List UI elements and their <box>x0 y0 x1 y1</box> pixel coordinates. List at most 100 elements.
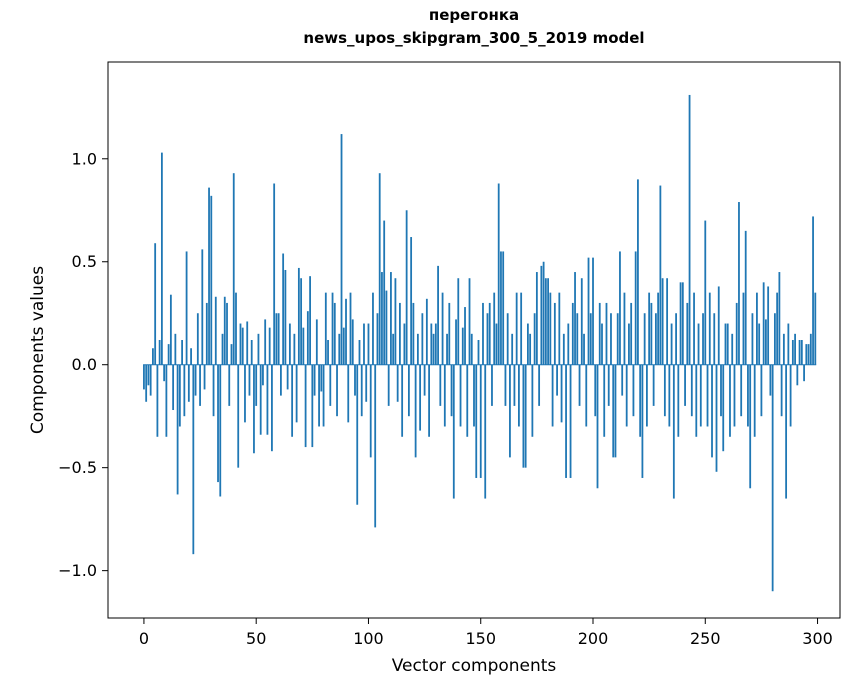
bar <box>452 364 455 499</box>
bar <box>760 364 763 417</box>
bar <box>354 364 356 396</box>
bar <box>309 276 311 365</box>
bar <box>614 364 617 458</box>
bar <box>372 292 374 365</box>
bar <box>812 216 814 365</box>
bar <box>733 364 736 427</box>
bar <box>149 364 152 396</box>
bar <box>387 364 390 406</box>
bar <box>681 282 684 365</box>
bar <box>324 292 327 365</box>
bar <box>327 340 329 365</box>
bar <box>722 364 725 452</box>
x-tick-label: 200 <box>578 629 609 648</box>
bar <box>495 323 498 365</box>
bar <box>446 333 448 365</box>
bar <box>423 364 426 396</box>
bar <box>699 364 702 427</box>
bar <box>223 296 226 365</box>
bar <box>780 364 783 417</box>
bar <box>322 364 325 427</box>
bar <box>583 333 585 365</box>
bar <box>491 364 493 406</box>
bar <box>262 364 264 386</box>
bar <box>165 364 168 437</box>
bar <box>477 340 480 365</box>
bar <box>511 333 514 365</box>
bar <box>282 253 285 365</box>
bar <box>172 364 175 411</box>
bar <box>430 323 433 365</box>
bar <box>405 210 408 365</box>
bar <box>358 340 361 365</box>
bar <box>791 340 794 365</box>
bar <box>749 364 752 489</box>
bar <box>484 364 487 499</box>
bar <box>598 302 601 365</box>
bar <box>630 302 633 365</box>
bar <box>250 340 253 365</box>
bar <box>531 364 534 437</box>
bar <box>789 364 792 427</box>
bar <box>679 282 682 365</box>
bar <box>154 243 157 365</box>
bar <box>199 364 201 406</box>
bar <box>661 278 664 365</box>
bar <box>634 251 637 365</box>
bar <box>738 202 740 365</box>
bar <box>549 292 552 365</box>
bar <box>637 179 639 365</box>
bar <box>183 364 186 417</box>
bar <box>542 261 545 365</box>
bar <box>697 323 700 365</box>
bar <box>342 327 345 365</box>
bar <box>181 340 183 365</box>
bar <box>226 302 228 365</box>
bar <box>556 364 558 396</box>
bar <box>174 333 177 365</box>
bar <box>800 340 803 365</box>
bar <box>657 292 660 365</box>
bar <box>466 364 469 437</box>
bar <box>351 319 354 365</box>
bar <box>576 313 579 365</box>
bar <box>176 364 179 495</box>
bar <box>675 313 677 365</box>
bar <box>266 364 269 435</box>
bar <box>212 364 215 417</box>
bar <box>688 94 691 365</box>
bar <box>378 173 381 365</box>
bar <box>592 257 594 365</box>
x-tick-label: 150 <box>465 629 496 648</box>
x-tick-label: 250 <box>690 629 721 648</box>
bar <box>304 364 307 448</box>
bar <box>529 333 532 365</box>
bar <box>547 278 549 365</box>
bar <box>659 185 662 365</box>
bar <box>311 364 314 448</box>
bar <box>589 313 592 365</box>
bar <box>156 364 159 437</box>
bar <box>782 333 785 365</box>
bar <box>237 364 240 468</box>
bar <box>248 364 251 396</box>
bar <box>518 364 520 427</box>
bar <box>731 333 734 365</box>
bar <box>798 340 801 365</box>
bar <box>740 364 743 417</box>
bar <box>160 152 163 365</box>
bar <box>412 302 415 365</box>
bar <box>520 292 523 365</box>
bar <box>246 321 249 365</box>
bar <box>805 344 808 365</box>
bar <box>190 348 192 365</box>
bar <box>457 278 460 365</box>
chart-title: перегонка <box>428 6 520 24</box>
bar <box>280 364 282 396</box>
bar <box>448 302 451 365</box>
bar <box>794 333 796 365</box>
bar <box>677 364 680 437</box>
bar <box>360 364 363 417</box>
bar <box>152 348 154 365</box>
